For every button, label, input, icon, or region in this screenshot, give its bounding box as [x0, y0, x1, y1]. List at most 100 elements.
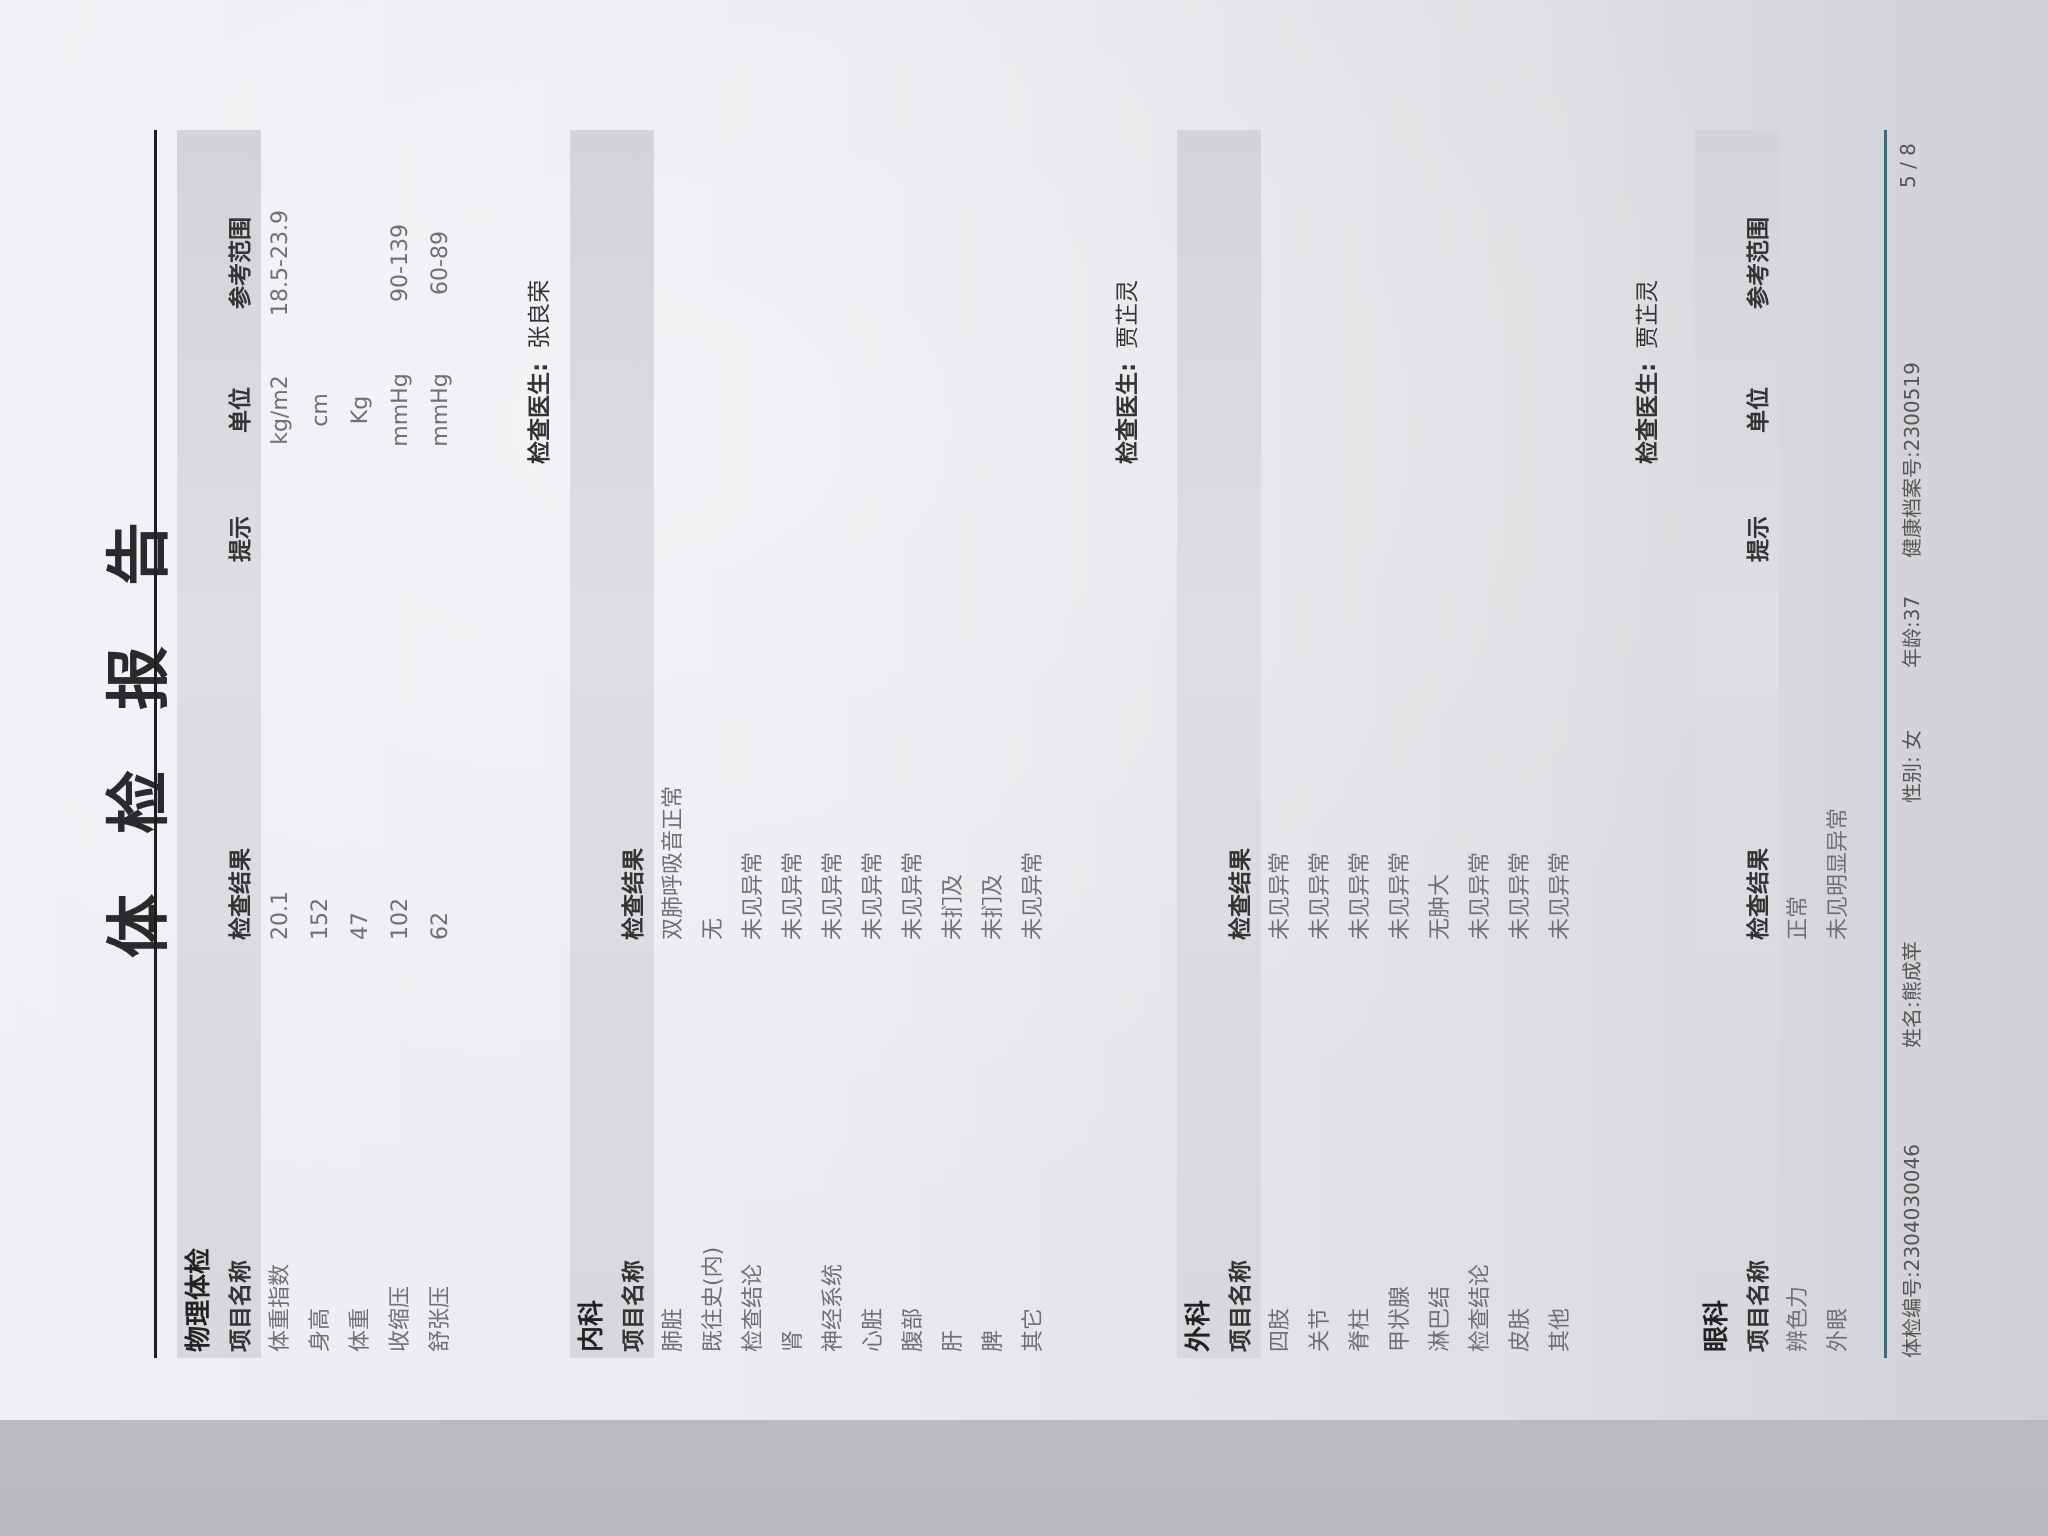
- table-row: 其他 未见异常: [1541, 130, 1581, 1358]
- report-page: 体检报告 物理体检 项目名称 检查结果 提示 单位 参考范围 体重指数 20.1 kg/m2 18…: [0, 0, 2048, 1420]
- table-row: 肺脏 双肺呼吸音正常: [654, 130, 694, 1358]
- table-row: 身高 152 cm: [301, 130, 341, 1358]
- table-row: 肝未扪及: [934, 130, 974, 1358]
- cell-unit: mmHg: [428, 373, 453, 447]
- table-row: 既往史(内) 无: [694, 130, 734, 1358]
- cell-name: 既往史(内): [701, 1246, 726, 1352]
- table-row: 腹部 未见异常: [894, 130, 934, 1358]
- cell-result: 未见异常: [821, 851, 846, 940]
- cell-result: 未见异常: [861, 851, 886, 940]
- table-row: 外眼 未见明显异常: [1819, 130, 1859, 1358]
- table-row: 肾未见异常: [774, 130, 814, 1358]
- table-row: 脊柱 未见异常: [1341, 130, 1381, 1358]
- header-unit: 单位: [228, 387, 254, 433]
- footer-age: 年龄:37: [1900, 595, 1924, 668]
- cell-name: 外眼: [1826, 1307, 1851, 1352]
- cell-name: 淋巴结: [1428, 1285, 1453, 1352]
- section-1: 内科 项目名称 检查结果 肺脏 双肺呼吸音正常 既往史(内) 无检查结论 未见异常肾 未见异常神…: [570, 130, 1054, 1358]
- doctor-label: 检查医生:: [1115, 362, 1141, 464]
- cell-result: 未见异常: [1388, 851, 1413, 940]
- cell-name: 其它: [1021, 1307, 1046, 1352]
- examining-doctor: 检查医生: 张良荣: [520, 280, 554, 464]
- footer-rule: [1884, 130, 1887, 1358]
- table-row: 淋巴结 无肿大: [1421, 130, 1461, 1358]
- cell-result: 152: [308, 898, 333, 940]
- header-name: 项目名称: [621, 1260, 647, 1352]
- cell-result: 未扪及: [941, 873, 966, 940]
- cell-name: 辨色力: [1786, 1285, 1811, 1352]
- cell-result: 未见异常: [1508, 851, 1533, 940]
- cell-name: 检查结论: [741, 1263, 766, 1352]
- section-title: 内科: [577, 1299, 607, 1352]
- header-hint: 提示: [1746, 516, 1772, 562]
- doctor-name: 张良荣: [527, 279, 553, 349]
- footer-name: 姓名:熊成苹: [1900, 941, 1924, 1048]
- header-result: 检查结果: [1228, 848, 1254, 940]
- cell-result: 正常: [1786, 895, 1811, 940]
- cell-name: 体重指数: [268, 1263, 293, 1352]
- table-row: 收缩压 102 mmHg 90-139: [381, 130, 421, 1358]
- header-hint: 提示: [228, 516, 254, 562]
- section-title: 外科: [1184, 1299, 1214, 1352]
- cell-name: 皮肤: [1508, 1307, 1533, 1352]
- table-row: 脾未扪及: [974, 130, 1014, 1358]
- cell-name: 其他: [1548, 1307, 1573, 1352]
- cell-name: 肺脏: [661, 1307, 686, 1352]
- footer-gender: 性别: 女: [1900, 729, 1924, 803]
- table-row: 其它 未见异常: [1014, 130, 1054, 1358]
- table-row: 检查结论 未见异常: [734, 130, 774, 1358]
- footer: 体检编号:2304030046 姓名:熊成苹 性别: 女 年龄:37 健康档案号…: [1896, 130, 1926, 1358]
- section-3: 眼科 项目名称 检查结果 提示 单位 参考范围 辨色力 正常 外眼 未见明显异常: [1695, 130, 1859, 1358]
- doctor-name: 贾芷灵: [1635, 279, 1661, 349]
- header-name: 项目名称: [1746, 1260, 1772, 1352]
- footer-archive-no: 健康档案号:2300519: [1900, 362, 1924, 558]
- cell-unit: cm: [308, 393, 333, 427]
- cell-result: 未见异常: [901, 851, 926, 940]
- cell-result: 102: [388, 898, 413, 940]
- header-result: 检查结果: [228, 848, 254, 940]
- table-header: 项目名称 检查结果 提示 单位 参考范围: [221, 130, 261, 1358]
- cell-name: 检查结论: [1468, 1263, 1493, 1352]
- footer-page-number: 5 / 8: [1896, 143, 1920, 188]
- table-row: 心脏 未见异常: [854, 130, 894, 1358]
- cell-name: 体重: [348, 1307, 373, 1352]
- cell-unit: kg/m2: [268, 375, 293, 445]
- cell-result: 47: [348, 912, 373, 940]
- table-row: 辨色力 正常: [1779, 130, 1819, 1358]
- cell-result: 未见异常: [741, 851, 766, 940]
- header-result: 检查结果: [1746, 848, 1772, 940]
- cell-result: 未见异常: [1348, 851, 1373, 940]
- cell-name: 肝: [941, 1329, 966, 1352]
- table-row: 体重指数 20.1 kg/m2 18.5-23.9: [261, 130, 301, 1358]
- cell-result: 62: [428, 912, 453, 940]
- examining-doctor: 检查医生: 贾芷灵: [1108, 280, 1142, 464]
- cell-result: 未见异常: [781, 851, 806, 940]
- cell-name: 收缩压: [388, 1285, 413, 1352]
- table-row: 舒张压 62 mmHg 60-89: [421, 130, 461, 1358]
- cell-name: 神经系统: [821, 1263, 846, 1352]
- cell-name: 四肢: [1268, 1307, 1293, 1352]
- cell-result: 无肿大: [1428, 873, 1453, 940]
- cell-name: 身高: [308, 1307, 333, 1352]
- cell-result: 无: [701, 917, 726, 940]
- cell-ref: 90-139: [388, 224, 413, 302]
- cell-name: 心脏: [861, 1307, 886, 1352]
- cell-result: 20.1: [268, 891, 293, 940]
- doctor-name: 贾芷灵: [1115, 279, 1141, 349]
- doctor-label: 检查医生:: [1635, 362, 1661, 464]
- cell-result: 未见异常: [1468, 851, 1493, 940]
- header-ref: 参考范围: [228, 217, 254, 309]
- cell-result: 未见异常: [1021, 851, 1046, 940]
- section-0: 物理体检 项目名称 检查结果 提示 单位 参考范围 体重指数 20.1 kg/m2 18.5-23…: [177, 130, 461, 1358]
- cell-result: 双肺呼吸音正常: [661, 785, 686, 940]
- cell-name: 甲状腺: [1388, 1285, 1413, 1352]
- cell-name: 肾: [781, 1329, 806, 1352]
- header-name: 项目名称: [1228, 1260, 1254, 1352]
- cell-ref: 60-89: [428, 231, 453, 295]
- table-row: 体重 47 Kg: [341, 130, 381, 1358]
- cell-name: 腹部: [901, 1307, 926, 1352]
- section-title: 眼科: [1702, 1299, 1732, 1352]
- cell-result: 未见明显异常: [1826, 807, 1851, 940]
- top-rule: [154, 130, 157, 1358]
- cell-unit: mmHg: [388, 373, 413, 447]
